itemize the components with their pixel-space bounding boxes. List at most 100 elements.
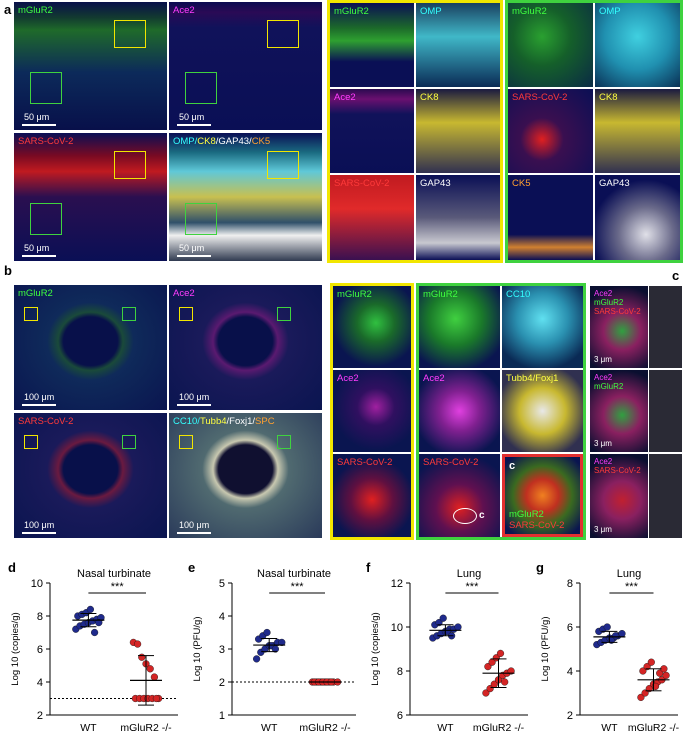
y-tick-label: 2 (37, 710, 43, 722)
c-row2-l1: Ace2 (594, 373, 613, 382)
data-point (496, 649, 505, 658)
b-gz-mglur2: mGluR2 (419, 286, 500, 368)
a-green-zoom-frame (505, 0, 683, 263)
b-gz-cc10: CC10 (502, 286, 583, 368)
data-point (603, 623, 611, 631)
a-gz-sarscov2: SARS-CoV-2 (508, 89, 593, 173)
b-yellow-roi (179, 307, 193, 321)
y-tick-label: 2 (219, 677, 225, 689)
data-point (435, 618, 443, 627)
a-sarscov2-tile: SARS-CoV-2 50 μm (14, 133, 167, 261)
data-point (486, 684, 494, 693)
a-merge-label: OMP/CK8/GAP43/CK5 (173, 136, 270, 147)
data-point (660, 665, 668, 673)
b-ace2-label: Ace2 (173, 288, 195, 299)
b-gz-sarscov2: SARS-CoV-2 c (419, 454, 500, 537)
a-gz-ck8: CK8 (595, 89, 680, 173)
scale-bar (177, 404, 211, 406)
c-row3-ortho (648, 454, 682, 538)
c-row3: Ace2 SARS-CoV-2 3 μm (590, 454, 682, 538)
y-tick-label: 3 (219, 644, 225, 656)
b-yellow-zoom-frame (330, 283, 414, 540)
b-sarscov2-label: SARS-CoV-2 (18, 416, 74, 427)
chart-e: Nasal turbinate 1 2 3 4 5 Log 10 (PFU/g) WT mGlu… (192, 568, 356, 734)
a-yz-ck8: CK8 (416, 89, 500, 173)
b-yz-ace2-label: Ace2 (337, 373, 359, 384)
panel-letter-c: c (672, 268, 680, 283)
scale-bar (177, 532, 211, 534)
chart-title: Lung (457, 568, 481, 580)
a-merge-ck5: CK5 (251, 136, 271, 147)
c-crosshair (648, 370, 649, 452)
b-yellow-roi (179, 435, 193, 449)
a-yellow-roi (114, 20, 146, 48)
a-ace2-tile: Ace2 50 μm (169, 2, 322, 130)
b-green-zoom-frame (416, 283, 586, 540)
b-merge-tubb: Tubb4 (199, 416, 227, 427)
x-tick-label: WT (261, 722, 278, 734)
a-merge-omp: OMP/ (173, 136, 198, 147)
c-row2-ortho (648, 370, 682, 452)
a-gz-gap43-label: GAP43 (599, 178, 630, 189)
data-point (146, 665, 154, 673)
y-tick-label: 8 (567, 578, 573, 590)
b-merge-foxj: /Foxj1/ (226, 416, 256, 427)
b-rz-letter: c (509, 460, 516, 472)
b-rz-sarscov2: SARS-CoV-2 (509, 520, 565, 531)
b-merge-label: CC10/Tubb4/Foxj1/SPC (173, 416, 275, 427)
b-mglur2-tile: mGluR2 100 μm (14, 285, 167, 410)
a-scale-label: 50 μm (179, 112, 205, 122)
data-point (643, 662, 651, 671)
scale-bar (22, 255, 56, 257)
b-yellow-roi (24, 435, 38, 449)
b-merge-spc: SPC (255, 416, 275, 427)
a-yz-gap43-label: GAP43 (420, 178, 451, 189)
data-point (86, 605, 95, 614)
b-green-roi (122, 307, 136, 321)
a-green-roi (30, 72, 62, 104)
y-tick-label: 4 (37, 677, 43, 689)
b-rz-mglur2: mGluR2 (509, 509, 544, 520)
panel-letter-a: a (4, 2, 12, 17)
a-merge-tile: OMP/CK8/GAP43/CK5 50 μm (169, 133, 322, 261)
b-yz-sarscov2: SARS-CoV-2 (333, 454, 411, 537)
b-scale-label: 100 μm (24, 520, 55, 530)
a-yz-ace2-label: Ace2 (334, 92, 356, 103)
scale-bar (22, 404, 56, 406)
a-yz-mglur2: mGluR2 (330, 3, 414, 87)
b-yz-mglur2-label: mGluR2 (337, 289, 372, 300)
b-yz-mglur2: mGluR2 (333, 286, 411, 368)
y-tick-label: 6 (37, 644, 43, 656)
data-point (639, 667, 647, 675)
y-tick-label: 6 (397, 710, 403, 722)
c-crosshair (648, 286, 649, 368)
a-gz-omp: OMP (595, 3, 680, 87)
a-merge-gap: /GAP43/ (215, 136, 252, 147)
panel-letter-g: g (536, 560, 544, 575)
data-point (656, 669, 664, 677)
y-tick-label: 4 (567, 666, 573, 678)
b-gz-tubb4-label: Tubb4/Foxj1 (506, 373, 559, 384)
b-yz-ace2: Ace2 (333, 370, 411, 452)
a-yellow-roi (267, 151, 299, 179)
y-tick-label: 12 (391, 578, 403, 590)
b-green-roi (122, 435, 136, 449)
a-scale-label: 50 μm (24, 243, 50, 253)
b-red-zoom-frame: c mGluR2 SARS-CoV-2 (502, 454, 583, 537)
a-yz-ace2: Ace2 (330, 89, 414, 173)
scale-bar (177, 124, 211, 126)
data-point (263, 628, 271, 637)
b-gz-ace2-label: Ace2 (423, 373, 445, 384)
c-row3-l2: SARS-CoV-2 (594, 466, 641, 475)
b-sarscov2-tile: SARS-CoV-2 100 μm (14, 413, 167, 538)
a-green-roi (30, 203, 62, 235)
data-point (252, 655, 261, 663)
a-yellow-zoom-frame (327, 0, 503, 263)
x-tick-label: mGluR2 -/- (299, 722, 351, 734)
a-yz-mglur2-label: mGluR2 (334, 6, 369, 17)
c-crosshair (648, 454, 649, 538)
y-axis-label: Log 10 (copies/g) (10, 612, 21, 685)
chart-g: Lung 2 4 6 8 Log 10 (PFU/g) WT mGluR2 -/- *** (540, 568, 680, 734)
b-yellow-roi (24, 307, 38, 321)
b-ace2-tile: Ace2 100 μm (169, 285, 322, 410)
